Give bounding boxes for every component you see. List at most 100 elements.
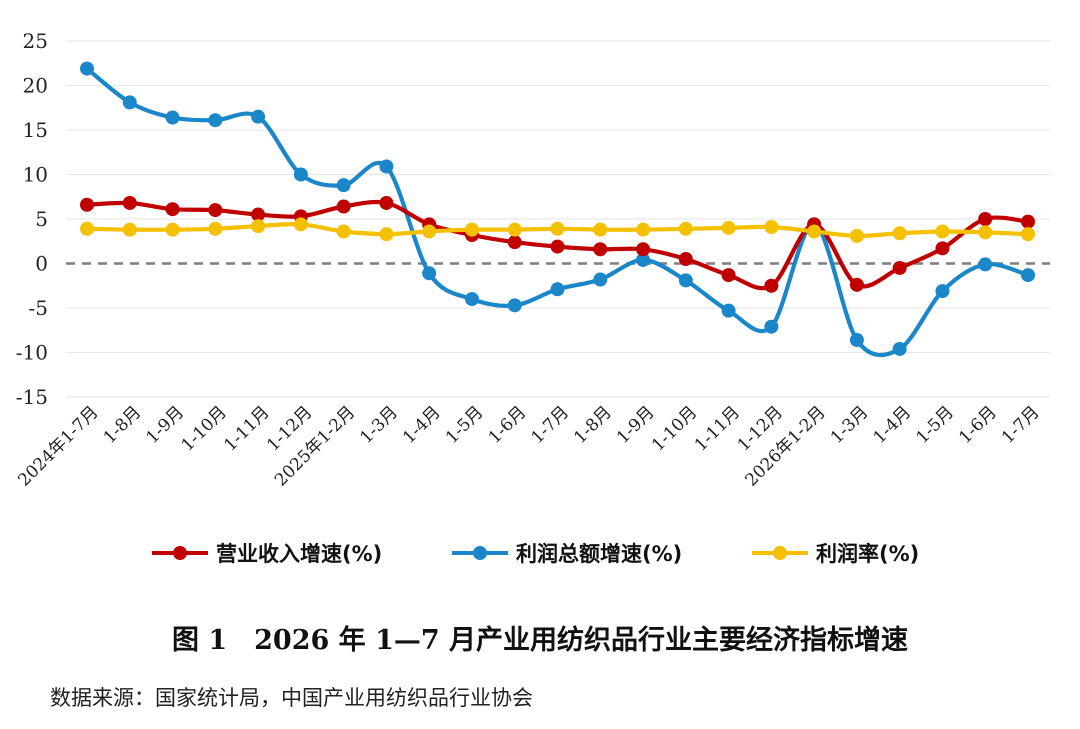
y-tick-label: 25 (23, 29, 48, 53)
data-point-revenue (978, 212, 993, 226)
data-point-margin (678, 221, 693, 236)
x-tick-label: 1-5月 (442, 402, 488, 448)
data-point-margin (379, 227, 394, 242)
data-point-margin (80, 221, 94, 236)
legend-label-profit: 利润总额增速(%) (516, 542, 683, 566)
data-point-revenue (507, 235, 522, 250)
y-tick-label: -10 (16, 341, 48, 365)
x-tick-label: 1-4月 (399, 402, 445, 448)
x-tick-label: 1-7月 (528, 402, 574, 448)
data-point-profit (550, 282, 565, 297)
data-point-profit (379, 159, 394, 174)
data-point-revenue (208, 203, 223, 218)
data-point-revenue (849, 277, 864, 292)
legend-swatch-revenue (152, 544, 208, 562)
data-point-profit (251, 109, 266, 124)
data-point-revenue (721, 268, 736, 283)
data-point-profit (122, 95, 137, 110)
y-tick-label: 10 (23, 163, 48, 187)
data-point-revenue (165, 202, 180, 217)
data-point-margin (593, 222, 608, 237)
data-point-margin (978, 225, 993, 240)
data-point-profit (978, 257, 993, 272)
figure-title: 图 1 2026 年 1—7 月产业用纺织品行业主要经济指标增速 (171, 625, 909, 656)
data-point-revenue (764, 278, 779, 293)
line-chart: 25 20 15 10 5 0 -5 -10 -15 2024年1-7月1-8月1-9月1-10… (14, 29, 1050, 491)
data-point-profit (935, 284, 950, 299)
y-axis-ticks: 25 20 15 10 5 0 -5 -10 -15 (16, 29, 48, 409)
data-point-revenue (678, 252, 693, 267)
x-tick-label: 1-10月 (178, 402, 231, 455)
data-point-margin (336, 224, 351, 239)
data-point-revenue (550, 239, 565, 254)
data-point-margin (507, 222, 522, 237)
data-point-margin (464, 222, 479, 237)
data-point-profit (849, 333, 864, 348)
data-point-profit (892, 341, 907, 356)
y-tick-label: 15 (23, 118, 48, 142)
data-point-margin (764, 220, 779, 235)
y-tick-label: -5 (29, 296, 48, 320)
data-point-revenue (122, 195, 137, 210)
x-tick-label: 1-6月 (485, 402, 531, 448)
x-tick-label: 1-4月 (870, 402, 916, 448)
legend-swatch-margin (752, 544, 808, 562)
data-point-profit (636, 252, 651, 267)
y-tick-label: 20 (23, 74, 48, 98)
x-tick-label: 1-11月 (220, 402, 273, 455)
legend-item-profit: 利润总额增速(%) (452, 537, 682, 569)
x-axis-ticks: 2024年1-7月1-8月1-9月1-10月1-11月1-12月2025年1-2… (14, 402, 1043, 490)
x-tick-label: 1-11月 (691, 402, 744, 455)
data-point-margin (849, 228, 864, 243)
data-point-revenue (336, 199, 351, 214)
data-point-profit (678, 273, 693, 288)
x-tick-label: 1-7月 (998, 402, 1044, 448)
chart-series (80, 61, 1035, 358)
legend-item-margin: 利润率(%) (752, 537, 919, 569)
data-point-margin (208, 221, 223, 236)
data-point-profit (208, 113, 223, 128)
data-point-profit (464, 292, 479, 307)
data-point-margin (721, 220, 736, 235)
x-tick-label: 1-10月 (648, 402, 701, 455)
legend-swatch-profit (452, 544, 508, 562)
data-point-revenue (379, 195, 394, 210)
x-tick-label: 2024年1-7月 (14, 402, 102, 490)
data-point-margin (892, 226, 907, 241)
data-point-profit (80, 61, 94, 76)
data-point-margin (422, 224, 437, 239)
data-point-margin (935, 224, 950, 239)
x-tick-label: 1-8月 (100, 402, 146, 448)
x-tick-label: 1-6月 (955, 402, 1001, 448)
data-point-revenue (80, 197, 94, 212)
chart-grid (66, 40, 1050, 398)
data-point-margin (165, 222, 180, 237)
data-point-profit (336, 178, 351, 193)
data-point-margin (636, 222, 651, 237)
data-point-margin (1021, 227, 1035, 242)
data-point-revenue (892, 260, 907, 275)
x-tick-label: 1-3月 (356, 402, 402, 448)
data-point-revenue (935, 241, 950, 256)
data-point-profit (764, 319, 779, 334)
x-tick-label: 1-8月 (570, 402, 616, 448)
data-point-margin (251, 219, 266, 234)
data-point-profit (422, 266, 437, 281)
y-tick-label: 5 (35, 207, 48, 231)
data-point-margin (550, 221, 565, 236)
data-point-margin (122, 222, 137, 237)
data-point-profit (293, 167, 308, 182)
data-point-revenue (251, 207, 266, 222)
chart-legend: 营业收入增速(%) 利润总额增速(%) 利润率(%) (0, 537, 1080, 569)
data-point-profit (593, 272, 608, 287)
x-tick-label: 1-3月 (827, 402, 873, 448)
y-tick-label: -15 (16, 385, 48, 409)
legend-item-revenue: 营业收入增速(%) (152, 537, 382, 569)
data-point-revenue (636, 242, 651, 257)
series-revenue (80, 195, 1035, 293)
x-tick-label: 1-5月 (912, 402, 958, 448)
data-point-revenue (593, 242, 608, 257)
data-point-revenue (1021, 214, 1035, 229)
data-point-margin (293, 217, 308, 232)
data-point-profit (721, 303, 736, 318)
